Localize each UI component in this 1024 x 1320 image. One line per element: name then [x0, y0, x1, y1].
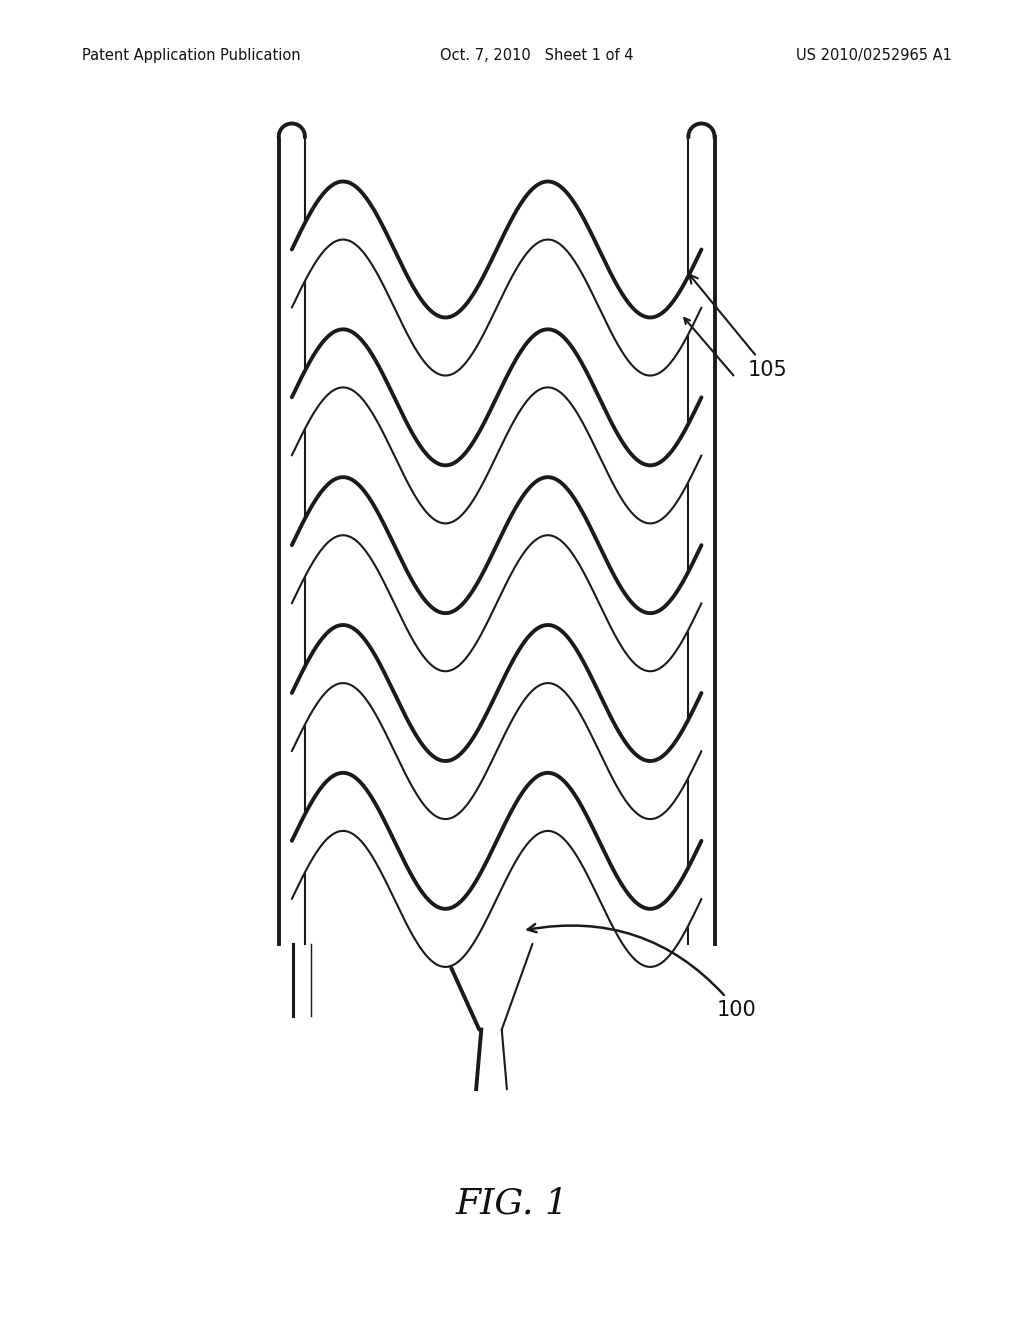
Text: Patent Application Publication: Patent Application Publication	[82, 48, 301, 62]
Text: 105: 105	[689, 275, 787, 380]
Polygon shape	[292, 624, 701, 820]
Text: US 2010/0252965 A1: US 2010/0252965 A1	[797, 48, 952, 62]
Polygon shape	[292, 181, 701, 376]
Polygon shape	[688, 124, 715, 944]
Polygon shape	[292, 329, 701, 524]
Polygon shape	[688, 124, 715, 136]
Text: Oct. 7, 2010   Sheet 1 of 4: Oct. 7, 2010 Sheet 1 of 4	[440, 48, 634, 62]
Polygon shape	[292, 477, 701, 672]
Text: FIG. 1: FIG. 1	[456, 1187, 568, 1221]
Text: 100: 100	[527, 924, 757, 1020]
Polygon shape	[279, 124, 305, 136]
Polygon shape	[279, 124, 305, 944]
Polygon shape	[292, 772, 701, 968]
